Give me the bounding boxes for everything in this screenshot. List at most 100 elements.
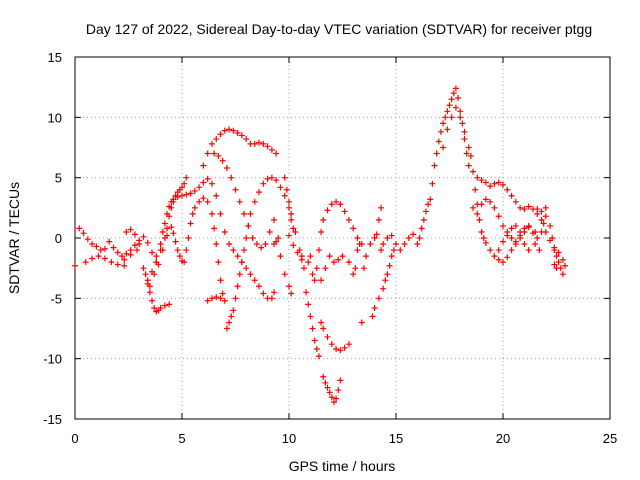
data-point bbox=[221, 297, 228, 304]
data-point bbox=[337, 201, 344, 208]
data-point bbox=[429, 180, 436, 187]
x-axis-label: GPS time / hours bbox=[289, 458, 396, 474]
data-point bbox=[286, 283, 292, 290]
data-point bbox=[525, 222, 532, 229]
data-point bbox=[189, 210, 196, 217]
x-tick-label: 25 bbox=[603, 431, 617, 446]
data-point bbox=[191, 187, 198, 194]
data-point bbox=[256, 139, 263, 146]
data-point bbox=[448, 114, 455, 121]
x-tick-label: 10 bbox=[282, 431, 296, 446]
data-point bbox=[553, 253, 560, 260]
y-tick-label: 15 bbox=[48, 50, 62, 65]
data-point bbox=[97, 247, 104, 254]
data-point bbox=[281, 192, 288, 199]
data-point bbox=[491, 253, 498, 260]
data-point bbox=[277, 253, 284, 260]
data-point bbox=[547, 222, 554, 229]
data-point bbox=[504, 232, 511, 239]
data-point bbox=[174, 193, 181, 200]
data-point bbox=[352, 265, 359, 272]
data-point bbox=[405, 235, 412, 241]
data-point bbox=[444, 108, 451, 115]
data-point bbox=[309, 325, 316, 332]
data-point bbox=[204, 198, 211, 205]
data-point bbox=[268, 295, 275, 302]
data-point bbox=[525, 247, 532, 254]
data-point bbox=[251, 198, 258, 205]
data-point bbox=[401, 241, 408, 248]
data-point bbox=[82, 259, 89, 266]
data-point bbox=[262, 241, 269, 248]
data-point bbox=[345, 216, 352, 223]
data-point bbox=[215, 152, 222, 159]
data-point bbox=[467, 152, 474, 159]
data-point bbox=[339, 253, 346, 260]
data-point bbox=[542, 204, 549, 211]
data-point bbox=[213, 192, 220, 199]
data-point bbox=[290, 225, 297, 232]
data-point bbox=[517, 204, 524, 211]
data-point bbox=[388, 232, 395, 239]
data-point bbox=[247, 271, 254, 278]
data-point bbox=[273, 177, 280, 184]
data-point bbox=[562, 262, 569, 269]
data-point bbox=[95, 253, 102, 260]
data-point bbox=[131, 231, 138, 238]
data-point bbox=[144, 239, 151, 246]
data-point bbox=[211, 225, 218, 232]
data-point bbox=[532, 241, 539, 248]
data-point bbox=[157, 304, 164, 311]
data-point bbox=[228, 313, 235, 320]
data-point bbox=[457, 108, 464, 115]
data-point bbox=[320, 373, 327, 380]
data-point bbox=[440, 144, 447, 151]
data-point bbox=[390, 247, 397, 254]
data-point bbox=[542, 228, 549, 235]
data-point bbox=[397, 247, 404, 254]
data-point bbox=[183, 191, 190, 198]
data-point bbox=[418, 225, 425, 232]
data-point bbox=[350, 271, 357, 278]
data-point bbox=[559, 256, 566, 263]
data-point bbox=[164, 232, 171, 239]
data-point bbox=[358, 319, 365, 326]
data-point bbox=[313, 346, 320, 353]
data-point bbox=[300, 265, 307, 272]
data-point bbox=[335, 387, 342, 394]
data-point bbox=[538, 216, 545, 223]
data-point bbox=[532, 228, 539, 235]
data-point bbox=[217, 295, 224, 302]
data-point bbox=[296, 247, 303, 254]
data-point bbox=[183, 247, 190, 254]
data-point bbox=[136, 241, 143, 248]
data-point bbox=[328, 201, 335, 208]
data-point bbox=[223, 325, 230, 332]
data-point bbox=[500, 259, 506, 266]
data-point bbox=[369, 313, 376, 320]
data-point bbox=[256, 189, 263, 196]
data-point bbox=[286, 232, 292, 239]
data-point bbox=[350, 225, 357, 232]
data-point bbox=[465, 162, 472, 169]
data-point bbox=[226, 319, 233, 326]
data-point bbox=[256, 283, 263, 290]
data-point bbox=[309, 271, 316, 278]
data-point bbox=[373, 231, 380, 238]
data-point bbox=[226, 241, 233, 248]
data-point bbox=[324, 333, 331, 340]
data-point bbox=[386, 262, 393, 269]
data-point bbox=[101, 245, 108, 252]
data-point bbox=[315, 247, 322, 254]
data-point bbox=[114, 249, 121, 256]
data-point bbox=[196, 198, 203, 205]
data-point bbox=[512, 222, 519, 229]
data-point bbox=[221, 228, 228, 235]
data-point bbox=[159, 228, 166, 235]
data-point bbox=[378, 204, 385, 211]
data-point bbox=[478, 201, 485, 208]
data-point bbox=[495, 213, 502, 220]
data-point bbox=[108, 259, 115, 266]
data-point bbox=[474, 210, 481, 217]
data-point bbox=[542, 213, 549, 220]
